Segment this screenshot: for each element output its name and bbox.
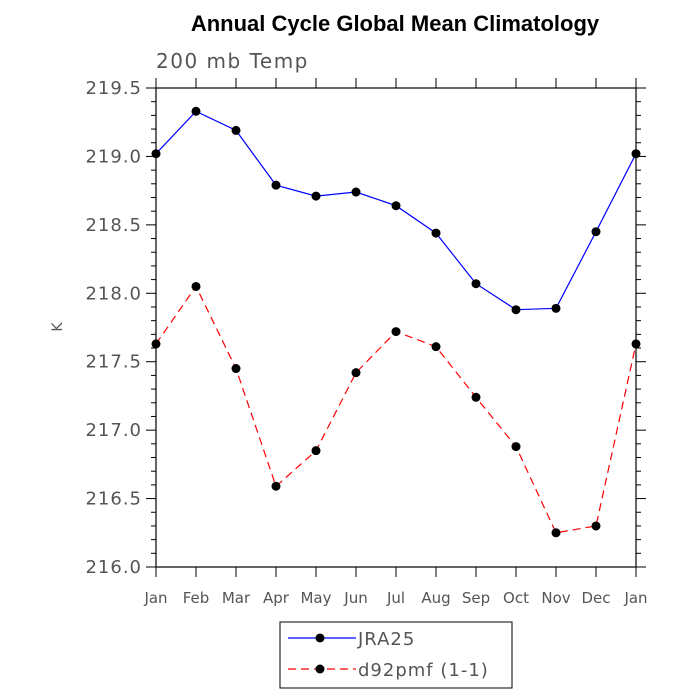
y-axis-label: K (50, 322, 66, 332)
series-2-point (391, 327, 401, 337)
y-tick-label: 216.5 (85, 489, 142, 510)
series-1-point (631, 149, 641, 159)
series-1-point (351, 187, 361, 197)
chart-subtitle: 200 mb Temp (156, 49, 309, 73)
series-1-point (191, 106, 201, 116)
series-2-point (511, 442, 521, 452)
series-2-point (351, 368, 361, 378)
x-tick-label: Nov (541, 589, 570, 607)
x-tick-label: Dec (581, 589, 610, 607)
series-1-point (231, 125, 241, 135)
series-2-point (591, 521, 601, 531)
series-2-point (271, 481, 281, 491)
series-2-point (231, 364, 241, 374)
x-tick-label: Jul (386, 589, 405, 607)
y-tick-label: 216.0 (85, 557, 142, 578)
y-tick-label: 219.5 (85, 78, 142, 99)
series-line-1 (155, 110, 637, 311)
series-1-point (591, 227, 601, 237)
series-2-point (191, 281, 201, 291)
y-tick-label: 219.0 (85, 146, 142, 167)
legend: JRA25 d92pmf (1-1) (279, 621, 513, 689)
series-1-point (391, 201, 401, 211)
series-2-point (631, 339, 641, 349)
y-tick-label: 217.5 (85, 352, 142, 373)
series-1-point (311, 191, 321, 201)
x-tick-label: Aug (421, 589, 450, 607)
legend-label-2: d92pmf (1-1) (358, 660, 489, 681)
series-2-point (431, 342, 441, 352)
x-tick-label: Jan (143, 589, 167, 607)
axes-group: 216.0 216.5 217.0 217.5 218.0 218.5 219.0 219.5… (85, 78, 648, 607)
y-tick-label: 218.0 (85, 283, 142, 304)
x-tick-label: Sep (462, 589, 490, 607)
x-tick-label: Mar (222, 589, 251, 607)
x-tick-label: Jun (343, 589, 367, 607)
legend-marker-1 (315, 633, 325, 643)
legend-marker-2 (315, 664, 325, 674)
series-line-2 (155, 285, 637, 534)
legend-label-1: JRA25 (357, 629, 415, 650)
series-2-point (311, 446, 321, 456)
series-1-point (551, 303, 561, 313)
series-2-point (551, 528, 561, 538)
series-1-point (151, 149, 161, 159)
chart-title: Annual Cycle Global Mean Climatology (191, 11, 600, 36)
x-tick-label: May (300, 589, 331, 607)
series-1-point (271, 180, 281, 190)
x-tick-label: Apr (263, 589, 290, 607)
series-2-point (151, 339, 161, 349)
series-1-point (431, 228, 441, 238)
series-1-point (511, 305, 521, 315)
series-1-point (471, 279, 481, 289)
x-tick-label: Oct (503, 589, 529, 607)
x-tick-label: Feb (183, 589, 210, 607)
x-tick-label: Jan (623, 589, 647, 607)
legend-box (279, 621, 513, 689)
series-group (151, 106, 641, 538)
y-tick-label: 217.0 (85, 420, 142, 441)
y-tick-label: 218.5 (85, 215, 142, 236)
series-2-point (471, 392, 481, 402)
